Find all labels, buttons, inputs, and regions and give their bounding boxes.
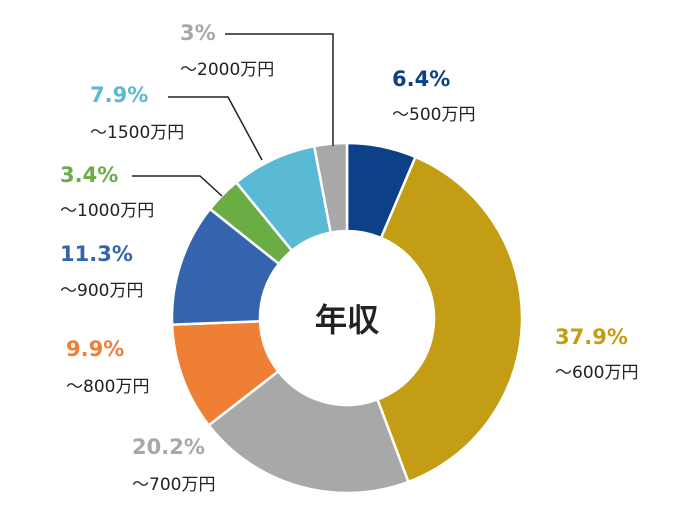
slice-category-label: 〜800万円 bbox=[66, 377, 149, 397]
pie-slice bbox=[312, 141, 349, 235]
slice-category-label: 〜900万円 bbox=[60, 281, 143, 301]
slice-percent-label: 9.9% bbox=[66, 337, 124, 361]
pie-slice bbox=[375, 155, 524, 484]
slice-category-label: 〜600万円 bbox=[555, 363, 638, 383]
slice-percent-label: 6.4% bbox=[392, 67, 450, 91]
slice-percent-label: 3% bbox=[180, 21, 216, 45]
slice-percent-label: 37.9% bbox=[555, 325, 628, 349]
slice-percent-label: 11.3% bbox=[60, 242, 133, 266]
slice-category-label: 〜500万円 bbox=[392, 105, 475, 125]
chart-center-title: 年収 bbox=[315, 301, 379, 339]
slice-category-label: 〜700万円 bbox=[132, 475, 215, 495]
slice-category-label: 〜1500万円 bbox=[90, 123, 184, 143]
slice-percent-label: 7.9% bbox=[90, 83, 148, 107]
leader-line bbox=[225, 33, 334, 146]
leader-line bbox=[132, 175, 223, 197]
slice-category-label: 〜2000万円 bbox=[180, 60, 274, 80]
slice-category-label: 〜1000万円 bbox=[60, 201, 154, 221]
slice-percent-label: 3.4% bbox=[60, 163, 118, 187]
slice-percent-label: 20.2% bbox=[132, 435, 205, 459]
leader-line bbox=[168, 96, 263, 161]
pie-slice bbox=[206, 369, 410, 495]
